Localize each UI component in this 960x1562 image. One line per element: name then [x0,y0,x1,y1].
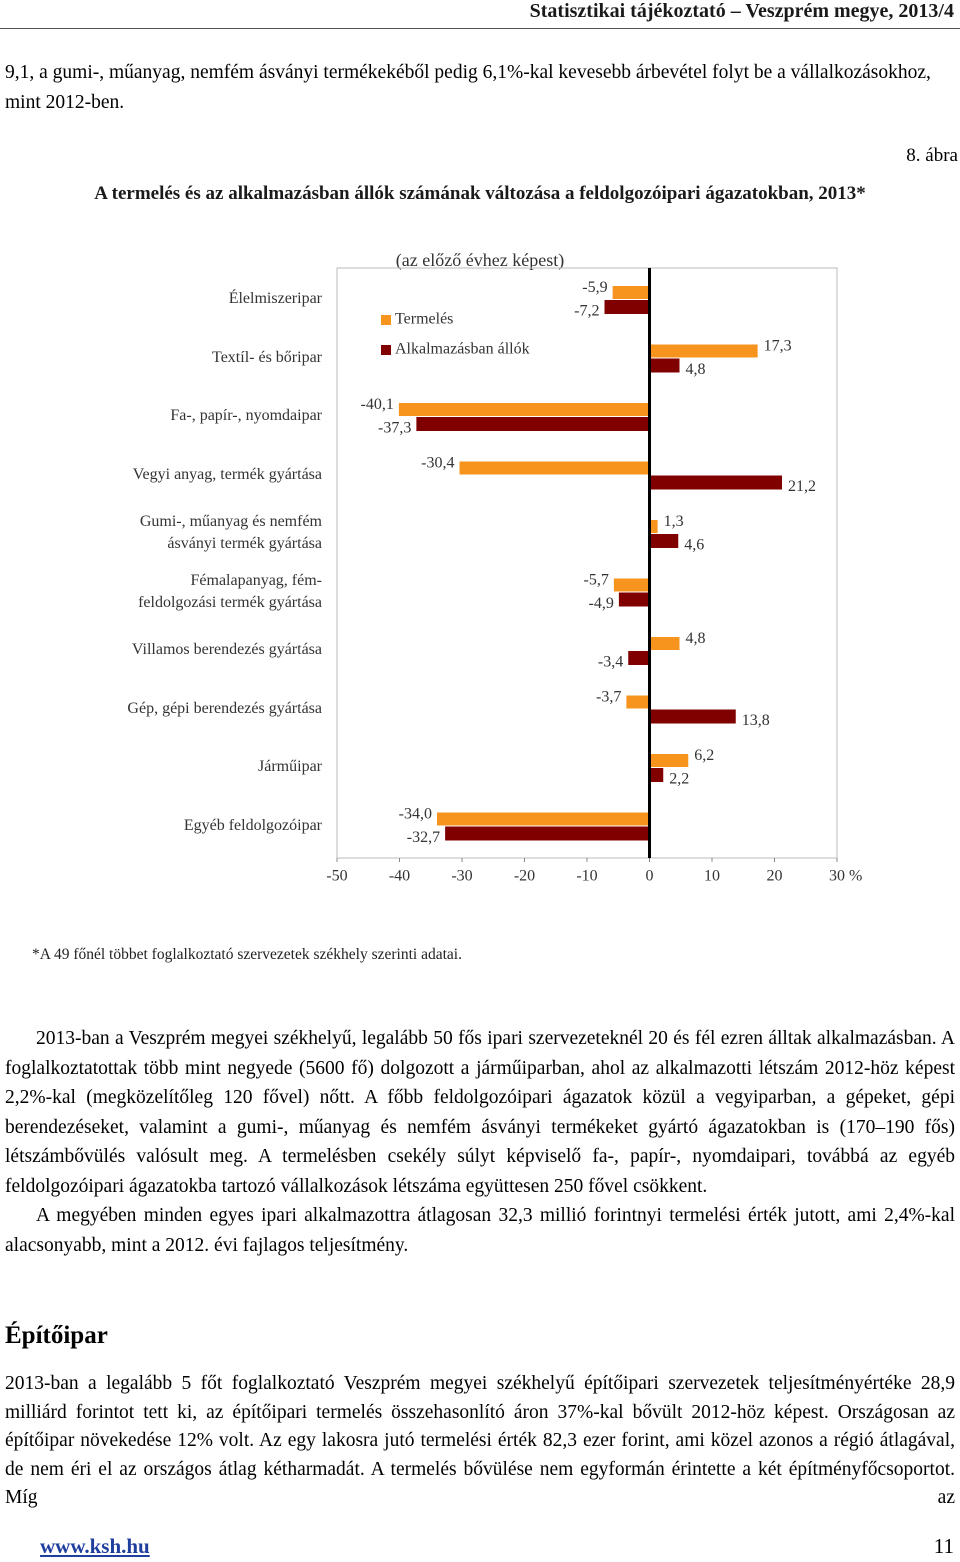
x-tick-label: -50 [326,868,347,885]
bar [649,754,689,767]
category-label: Textíl- és bőripar [212,348,322,366]
header-rule [0,28,960,29]
footnote: *A 49 főnél többet foglalkoztató szervez… [32,946,462,963]
value-label: 21,2 [788,478,816,495]
value-label: -3,7 [596,689,621,706]
x-tick-label: -30 [451,868,472,885]
x-tick-label: 0 [646,868,654,885]
value-label: -30,4 [421,455,454,472]
bar [649,520,658,533]
bar [612,286,650,299]
value-label: 4,6 [684,537,704,554]
category-label: Élelmiszeripar [228,290,322,308]
x-tick-label: -20 [514,868,535,885]
value-label: -32,7 [407,829,440,846]
value-label: -3,4 [598,654,623,671]
bar [445,826,650,841]
bar [618,592,650,607]
footer-link[interactable]: www.ksh.hu [40,1534,150,1558]
bar [649,534,679,548]
category-label: Egyéb feldolgozóipar [183,816,322,834]
category-label: Fa-, papír-, nyomdaipar [170,407,322,425]
value-label: -5,9 [582,279,607,296]
x-tick-label: -10 [576,868,597,885]
bar [649,768,664,782]
chart-title: A termelés és az alkalmazásban állók szá… [94,183,866,204]
bar [626,695,650,709]
chart-subtitle: (az előző évhez képest) [395,250,565,270]
bar [437,812,650,826]
body-text: 2013-ban a Veszprém megyei székhelyű, le… [5,1024,955,1260]
category-label: Gép, gépi berendezés gyártása [127,699,322,717]
value-label: -34,0 [399,806,432,823]
value-label: -40,1 [361,396,394,413]
x-tick-label: 10 [704,868,720,885]
intro-text: 9,1, a gumi-, műanyag, nemfém ásványi te… [5,62,931,113]
x-tick-label: 30 % [829,868,862,885]
header-title: Statisztikai tájékoztató – Veszprém megy… [529,0,954,22]
section-heading: Építőipar [5,1322,108,1349]
bar [416,417,650,431]
legend-swatch [381,315,391,325]
bar [649,709,736,724]
value-label: 1,3 [664,513,684,530]
bar [649,344,758,358]
bar [628,651,650,665]
value-label: 4,8 [686,361,706,378]
paragraph: 2013-ban a legalább 5 főt foglalkoztató … [5,1373,955,1508]
paragraph: A megyében minden egyes ipari alkalmazot… [5,1205,955,1256]
legend-label: Termelés [395,311,453,328]
bar [398,403,650,416]
bar [649,358,680,373]
value-label: 2,2 [669,771,689,788]
value-label: -5,7 [584,572,609,589]
value-label: 13,8 [742,712,770,729]
value-label: -37,3 [378,420,411,437]
legend-label: Alkalmazásban állók [395,341,530,358]
value-label: 17,3 [764,338,792,355]
value-label: -4,9 [589,595,614,612]
figure-number: 8. ábra [906,145,958,166]
category-label: Gumi-, műanyag és nemfém ásványi termék … [139,513,322,553]
chart: -50 -40 -30 -20 -10 0 10 20 30 % -5,9 17,3 -40,1 -30… [326,267,862,885]
paragraph: 2013-ban a Veszprém megyei székhelyű, le… [5,1028,955,1197]
value-label: 6,2 [694,747,714,764]
page-number: 11 [933,1534,954,1558]
legend-swatch [381,345,391,355]
value-label: 4,8 [686,630,706,647]
x-tick-label: 20 [767,868,783,885]
bar [604,300,650,314]
bar [613,578,650,592]
bar [649,475,782,490]
bar [459,461,650,475]
bar [649,637,680,650]
category-label: Fémalapanyag, fém- feldolgozási termék g… [138,571,322,611]
category-label: Villamos berendezés gyártása [131,641,322,659]
category-label: Járműipar [258,758,322,776]
category-label: Vegyi anyag, termék gyártása [132,465,322,483]
value-label: -7,2 [574,303,599,320]
x-tick-label: -40 [389,868,410,885]
